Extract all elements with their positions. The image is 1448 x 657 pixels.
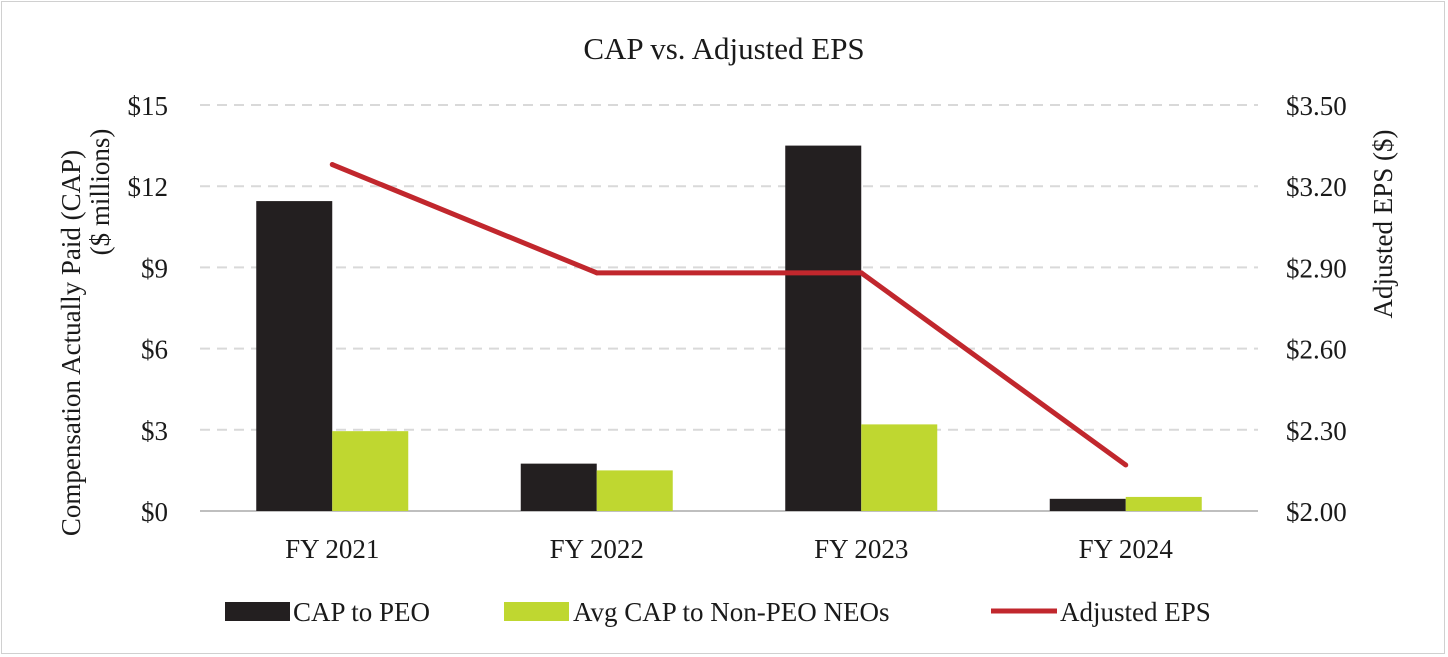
bar-avg-cap	[332, 431, 409, 511]
left-tick-label: $6	[141, 335, 168, 365]
x-tick-label: FY 2022	[550, 534, 644, 564]
eps-point	[858, 270, 864, 276]
right-tick-label: $2.60	[1286, 335, 1347, 365]
left-tick-label: $3	[141, 416, 168, 446]
chart-title: CAP vs. Adjusted EPS	[583, 31, 864, 66]
x-tick-label: FY 2021	[285, 534, 379, 564]
left-tick-label: $0	[141, 497, 168, 527]
eps-point	[594, 270, 600, 276]
eps-point	[1123, 462, 1129, 468]
legend-label-avg-cap: Avg CAP to Non-PEO NEOs	[573, 597, 890, 627]
bar-cap-peo	[1049, 498, 1126, 511]
right-axis-label: Adjusted EPS ($)	[1368, 130, 1398, 319]
bars	[256, 145, 1202, 511]
left-axis-label-line1: Compensation Actually Paid (CAP)	[56, 150, 86, 536]
x-tick-label: FY 2024	[1079, 534, 1174, 564]
bar-avg-cap	[596, 470, 673, 511]
left-tick-label: $12	[128, 172, 169, 202]
bar-cap-peo	[520, 463, 597, 511]
left-axis-label-line2: ($ millions)	[85, 129, 115, 256]
right-tick-label: $2.00	[1286, 497, 1347, 527]
legend-label-cap-peo: CAP to PEO	[293, 597, 430, 627]
x-axis-ticks: FY 2021 FY 2022 FY 2023 FY 2024	[285, 534, 1173, 564]
right-tick-label: $3.20	[1286, 172, 1347, 202]
right-tick-label: $3.50	[1286, 91, 1347, 121]
legend-swatch-cap-peo	[225, 602, 290, 621]
bar-cap-peo	[256, 201, 333, 511]
right-tick-label: $2.30	[1286, 416, 1347, 446]
eps-line	[329, 162, 1129, 468]
legend-swatch-avg-cap	[504, 602, 569, 621]
left-tick-label: $9	[141, 253, 168, 283]
left-axis-ticks: $0 $3 $6 $9 $12 $15	[128, 91, 169, 527]
legend-label-eps: Adjusted EPS	[1060, 597, 1211, 627]
legend: CAP to PEO Avg CAP to Non-PEO NEOs Adjus…	[225, 597, 1211, 627]
x-tick-label: FY 2023	[814, 534, 908, 564]
left-tick-label: $15	[128, 91, 169, 121]
eps-point	[329, 162, 335, 168]
bar-avg-cap	[861, 424, 938, 511]
eps-line-path	[331, 162, 1128, 468]
right-axis-ticks: $2.00 $2.30 $2.60 $2.90 $3.20 $3.50	[1286, 91, 1347, 527]
bar-avg-cap	[1125, 496, 1202, 511]
right-tick-label: $2.90	[1286, 253, 1347, 283]
bar-cap-peo	[785, 145, 862, 511]
